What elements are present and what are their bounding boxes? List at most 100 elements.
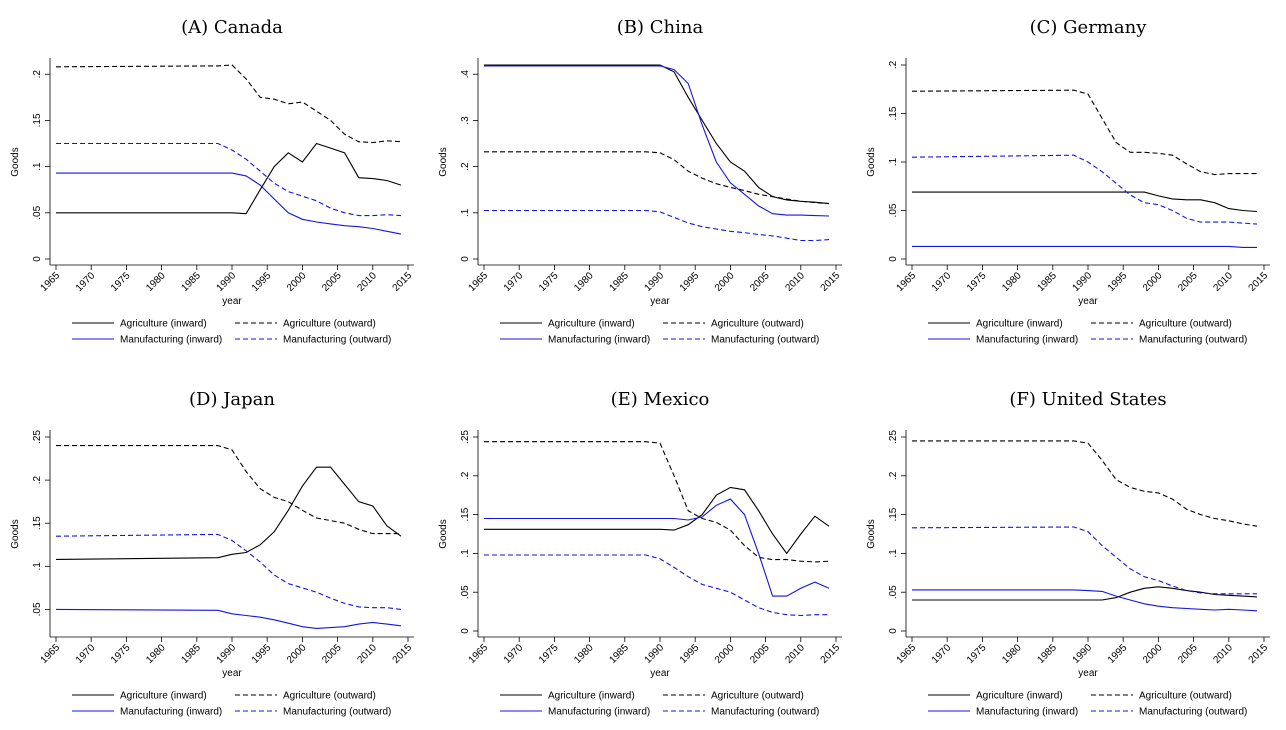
legend-label: Agriculture (inward) bbox=[120, 319, 207, 330]
y-tick-label: .25 bbox=[460, 430, 471, 444]
y-tick-label: .2 bbox=[460, 162, 471, 171]
x-tick-label: 1995 bbox=[1106, 270, 1130, 294]
x-tick-label: 2000 bbox=[713, 642, 737, 666]
x-tick-label: 1975 bbox=[109, 270, 133, 294]
series-line bbox=[55, 466, 402, 560]
legend-label: Agriculture (inward) bbox=[976, 319, 1063, 330]
y-axis-label: Goods bbox=[10, 147, 21, 176]
y-tick-label: .1 bbox=[32, 162, 43, 171]
y-axis-label: Goods bbox=[10, 519, 21, 548]
x-tick-label: 1975 bbox=[537, 642, 561, 666]
series-line bbox=[484, 441, 830, 563]
x-tick-label: 2005 bbox=[320, 270, 344, 294]
legend-label: Manufacturing (outward) bbox=[1139, 335, 1247, 346]
x-tick-label: 1990 bbox=[215, 642, 239, 666]
y-tick-label: .2 bbox=[32, 70, 43, 79]
series-line bbox=[56, 142, 402, 217]
x-tick-label: 1980 bbox=[144, 270, 168, 294]
series-line bbox=[484, 151, 830, 205]
y-tick-label: .1 bbox=[888, 157, 899, 166]
x-tick-label: 1980 bbox=[572, 270, 596, 294]
x-tick-label: 1965 bbox=[39, 270, 63, 294]
series-line bbox=[55, 64, 402, 144]
x-tick-label: 1975 bbox=[965, 270, 989, 294]
y-tick-label: 0 bbox=[460, 628, 471, 634]
series-line bbox=[56, 445, 401, 535]
legend-label: Agriculture (outward) bbox=[711, 691, 804, 702]
x-tick-label: 1965 bbox=[39, 642, 63, 666]
x-tick-label: 1990 bbox=[643, 642, 667, 666]
x-tick-label: 1970 bbox=[930, 270, 954, 294]
x-tick-label: 1975 bbox=[965, 642, 989, 666]
legend-label: Agriculture (outward) bbox=[711, 319, 804, 330]
legend-label: Manufacturing (inward) bbox=[548, 335, 650, 346]
x-tick-label: 1985 bbox=[607, 642, 631, 666]
x-tick-label: 1980 bbox=[1000, 642, 1024, 666]
x-tick-label: 1990 bbox=[643, 270, 667, 294]
legend-label: Manufacturing (outward) bbox=[283, 335, 391, 346]
y-tick-label: .2 bbox=[460, 471, 471, 480]
series-line bbox=[912, 589, 1258, 612]
x-tick-label: 1975 bbox=[537, 270, 561, 294]
legend-label: Agriculture (inward) bbox=[976, 691, 1063, 702]
x-tick-label: 1985 bbox=[607, 270, 631, 294]
x-tick-label: 1990 bbox=[215, 270, 239, 294]
legend-label: Manufacturing (outward) bbox=[283, 707, 391, 718]
y-tick-label: 0 bbox=[888, 628, 899, 634]
chart-title: (D) Japan bbox=[189, 389, 275, 410]
series-line bbox=[56, 172, 402, 235]
x-tick-label: 2015 bbox=[1247, 270, 1271, 294]
x-tick-label: 1995 bbox=[678, 642, 702, 666]
y-tick-label: .1 bbox=[888, 549, 899, 558]
x-tick-label: 1980 bbox=[144, 642, 168, 666]
legend-label: Manufacturing (inward) bbox=[120, 707, 222, 718]
x-tick-label: 2000 bbox=[285, 642, 309, 666]
y-axis-label: Goods bbox=[866, 519, 877, 548]
x-tick-label: 1990 bbox=[1071, 642, 1095, 666]
legend-label: Agriculture (outward) bbox=[1139, 691, 1232, 702]
x-tick-label: 2015 bbox=[391, 270, 415, 294]
y-axis-label: Goods bbox=[438, 519, 449, 548]
y-tick-label: .1 bbox=[32, 562, 43, 571]
y-tick-label: .1 bbox=[460, 208, 471, 217]
series-line bbox=[484, 486, 830, 555]
x-tick-label: 2005 bbox=[1176, 642, 1200, 666]
legend-label: Manufacturing (outward) bbox=[711, 335, 819, 346]
chart-title: (E) Mexico bbox=[611, 389, 710, 410]
x-tick-label: 2000 bbox=[1141, 270, 1165, 294]
y-tick-label: .2 bbox=[888, 471, 899, 480]
x-tick-label: 2005 bbox=[748, 270, 772, 294]
series-line bbox=[911, 526, 1257, 595]
series-line bbox=[912, 440, 1258, 527]
series-line bbox=[484, 554, 829, 617]
y-axis-label: Goods bbox=[438, 147, 449, 176]
x-tick-label: 1995 bbox=[678, 270, 702, 294]
legend-label: Agriculture (inward) bbox=[548, 691, 635, 702]
x-tick-label: 1980 bbox=[572, 642, 596, 666]
chart-title: (A) Canada bbox=[181, 17, 283, 38]
legend-label: Manufacturing (inward) bbox=[976, 335, 1078, 346]
series-line bbox=[912, 191, 1258, 213]
legend-label: Agriculture (inward) bbox=[120, 691, 207, 702]
x-tick-label: 1985 bbox=[179, 642, 203, 666]
x-tick-label: 2015 bbox=[819, 270, 843, 294]
y-tick-label: .1 bbox=[460, 549, 471, 558]
chart-title: (B) China bbox=[617, 17, 704, 38]
y-tick-label: .05 bbox=[32, 602, 43, 616]
y-tick-label: .15 bbox=[32, 516, 43, 530]
x-axis-label: year bbox=[222, 296, 242, 307]
y-tick-label: .05 bbox=[32, 205, 43, 219]
y-tick-label: .4 bbox=[460, 70, 471, 79]
x-tick-label: 1985 bbox=[1035, 642, 1059, 666]
x-tick-label: 2010 bbox=[1211, 642, 1235, 666]
x-tick-label: 1995 bbox=[250, 270, 274, 294]
series-line bbox=[56, 142, 402, 215]
chart-title: (F) United States bbox=[1009, 389, 1166, 410]
x-tick-label: 2005 bbox=[320, 642, 344, 666]
x-axis-label: year bbox=[1078, 296, 1098, 307]
chart-title: (C) Germany bbox=[1030, 17, 1148, 38]
x-tick-label: 2000 bbox=[1141, 642, 1165, 666]
x-tick-label: 2010 bbox=[1211, 270, 1235, 294]
x-tick-label: 1995 bbox=[250, 642, 274, 666]
